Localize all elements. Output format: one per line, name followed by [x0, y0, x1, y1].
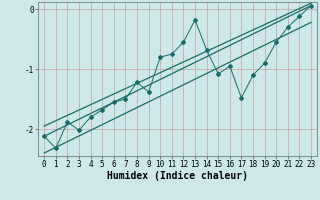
X-axis label: Humidex (Indice chaleur): Humidex (Indice chaleur) — [107, 171, 248, 181]
